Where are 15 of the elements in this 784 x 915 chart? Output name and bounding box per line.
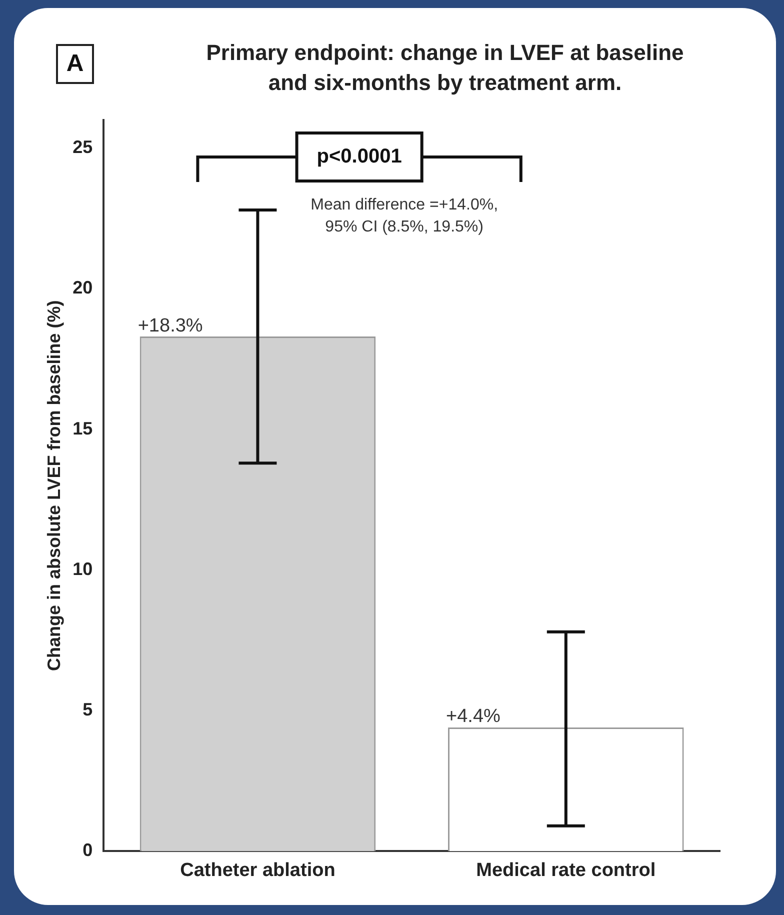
x-tick-label: Medical rate control <box>476 860 656 881</box>
data-label: +4.4% <box>446 706 501 728</box>
y-tick-label: 15 <box>72 418 93 438</box>
annotation: Mean difference =+14.0%, 95% CI (8.5%, 19.5%) <box>310 196 498 236</box>
y-tick-label: 10 <box>72 558 93 579</box>
annotation: p<0.0001 <box>316 146 402 168</box>
y-tick-label: 20 <box>72 278 93 298</box>
y-tick-label: 5 <box>82 700 93 720</box>
y-tick-label: 25 <box>72 137 93 158</box>
y-tick-label: 0 <box>82 840 93 860</box>
text: A <box>56 44 94 84</box>
chart-title: Primary endpoint: change in LVEF at baseline and six-months by treatment arm. <box>205 39 685 97</box>
y-axis-title: Change in absolute LVEF from baseline (%) <box>44 300 64 671</box>
data-label: +18.3% <box>138 315 203 336</box>
x-tick-label: Catheter ablation <box>180 860 336 881</box>
